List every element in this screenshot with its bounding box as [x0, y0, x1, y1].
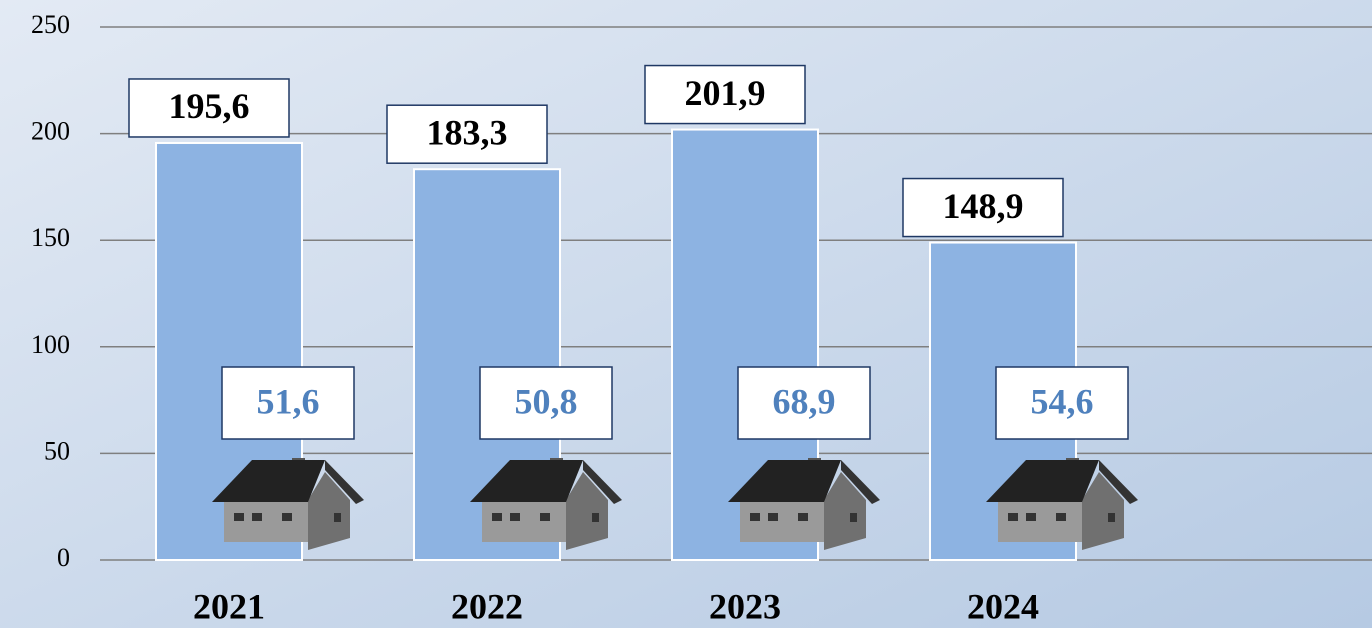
window [1008, 513, 1018, 521]
x-tick-label: 2021 [193, 586, 265, 626]
window [798, 513, 808, 521]
window [510, 513, 520, 521]
window [234, 513, 244, 521]
value-label: 201,9 [685, 73, 766, 113]
value-label: 54,6 [1031, 381, 1094, 421]
y-tick-label: 200 [31, 117, 70, 146]
window [334, 513, 341, 522]
value-label: 68,9 [773, 381, 836, 421]
window [1056, 513, 1066, 521]
y-tick-label: 250 [31, 10, 70, 39]
window [1026, 513, 1036, 521]
value-label: 195,6 [169, 86, 250, 126]
y-tick-label: 150 [31, 223, 70, 252]
window [492, 513, 502, 521]
window [750, 513, 760, 521]
value-label: 183,3 [427, 112, 508, 152]
x-tick-label: 2024 [967, 586, 1039, 626]
y-tick-label: 50 [44, 436, 70, 465]
x-tick-label: 2023 [709, 586, 781, 626]
y-tick-label: 0 [57, 543, 70, 572]
window [252, 513, 262, 521]
chart: 0 50 100 150 200 250 2021 2022 2023 2024 195,6 183,… [0, 0, 1372, 628]
window [282, 513, 292, 521]
y-tick-label: 100 [31, 330, 70, 359]
window [768, 513, 778, 521]
window [1108, 513, 1115, 522]
window [850, 513, 857, 522]
value-label: 148,9 [943, 186, 1024, 226]
value-label: 50,8 [515, 381, 578, 421]
page: 0 50 100 150 200 250 2021 2022 2023 2024 195,6 183,… [0, 0, 1372, 628]
window [540, 513, 550, 521]
value-label: 51,6 [257, 381, 320, 421]
window [592, 513, 599, 522]
x-tick-label: 2022 [451, 586, 523, 626]
